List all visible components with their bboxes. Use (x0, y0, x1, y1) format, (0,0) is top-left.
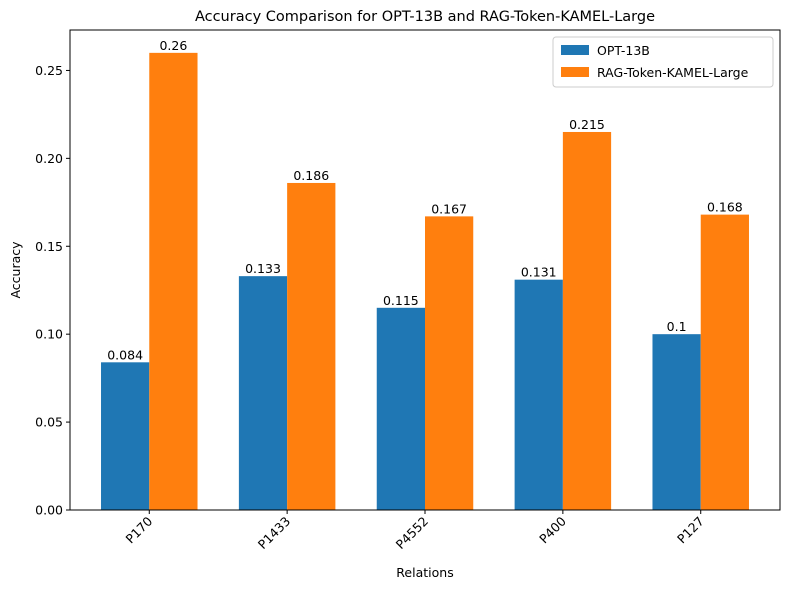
y-tick-label: 0.05 (35, 415, 63, 430)
x-axis-label: Relations (396, 565, 453, 580)
data-label-opt-13b-p1433: 0.133 (245, 261, 281, 276)
bar-rag-token-kamel-large-p4552 (425, 216, 474, 510)
plot-area: 0.084 0.133 0.115 0.131 0.1 0.26 0.186 0.167 0.2… (35, 29, 781, 552)
legend-label-rag-token-kamel-large: RAG-Token-KAMEL-Large (597, 65, 749, 80)
bar-rag-token-kamel-large-p127 (700, 214, 749, 510)
data-label-rag-token-kamel-large-p4552: 0.167 (431, 201, 467, 216)
bar-opt-13b-p127 (652, 334, 701, 510)
bar-opt-13b-p400 (514, 279, 563, 510)
legend-swatch-opt-13b (561, 45, 589, 55)
legend: OPT-13B RAG-Token-KAMEL-Large (552, 36, 774, 88)
x-tick-label-p127: P127 (674, 514, 707, 547)
data-label-rag-token-kamel-large-p1433: 0.186 (293, 168, 329, 183)
bar-rag-token-kamel-large-p400 (562, 131, 612, 510)
y-axis-label: Accuracy (8, 241, 23, 299)
y-tick-label: 0.15 (35, 239, 63, 254)
data-label-rag-token-kamel-large-p170: 0.26 (159, 38, 187, 53)
data-label-opt-13b-p4552: 0.115 (383, 293, 419, 308)
legend-label-opt-13b: OPT-13B (597, 43, 650, 58)
data-label-rag-token-kamel-large-p127: 0.168 (707, 200, 743, 215)
y-tick-label: 0.25 (35, 63, 63, 78)
x-tick-label-p400: P400 (536, 513, 569, 546)
data-label-opt-13b-p170: 0.084 (107, 347, 143, 362)
data-label-opt-13b-p127: 0.1 (667, 319, 687, 334)
data-label-opt-13b-p400: 0.131 (521, 265, 557, 280)
x-tick-label-p4552: P4552 (393, 514, 431, 552)
y-tick-label: 0.10 (35, 327, 63, 342)
bar-rag-token-kamel-large-p170 (149, 52, 198, 510)
bar-rag-token-kamel-large-p1433 (287, 182, 336, 510)
data-label-rag-token-kamel-large-p400: 0.215 (569, 117, 605, 132)
chart-title: Accuracy Comparison for OPT-13B and RAG-… (195, 9, 655, 25)
x-tick-label-p1433: P1433 (255, 514, 293, 552)
bar-opt-13b-p4552 (376, 307, 425, 510)
y-tick-label: 0.20 (35, 151, 63, 166)
legend-box (552, 36, 774, 88)
y-tick-label: 0.00 (35, 503, 63, 518)
legend-swatch-rag-token-kamel-large (561, 67, 589, 77)
bar-opt-13b-p1433 (238, 276, 288, 510)
x-tick-label-p170: P170 (123, 513, 156, 546)
bar-opt-13b-p170 (101, 362, 150, 510)
